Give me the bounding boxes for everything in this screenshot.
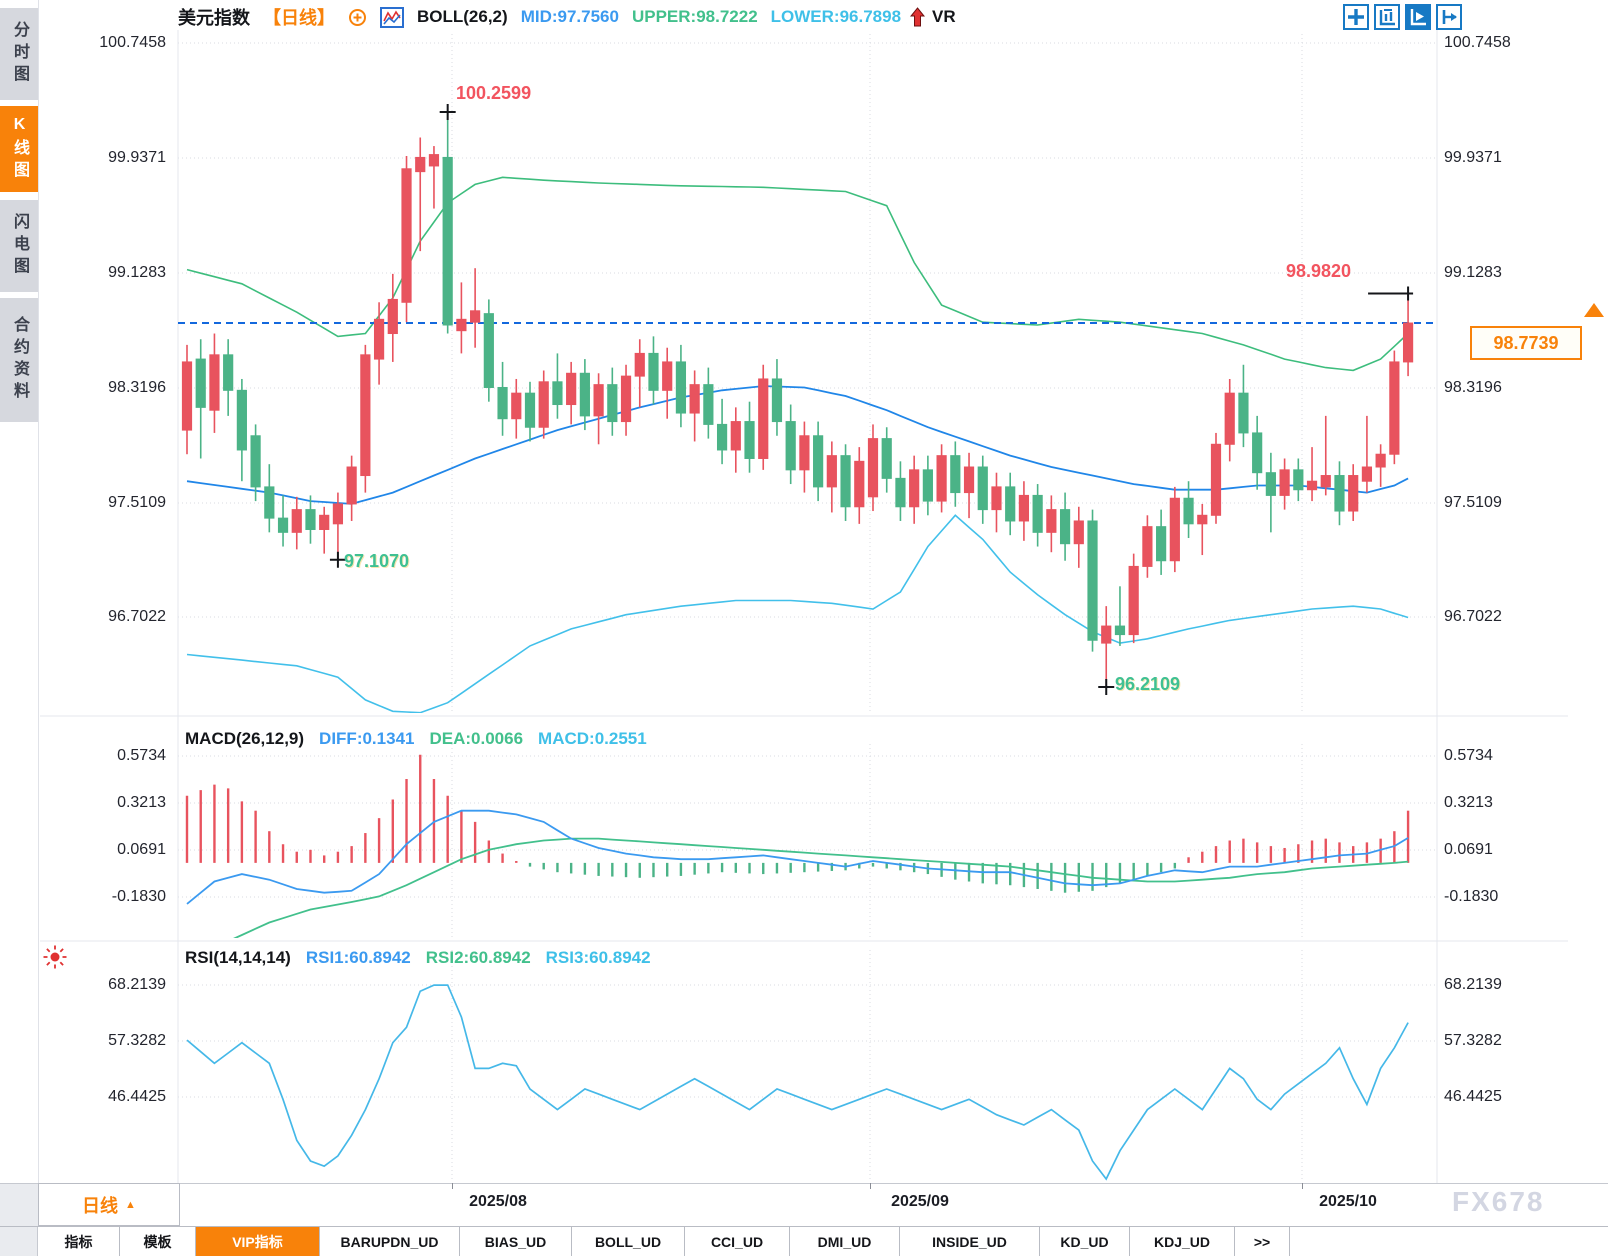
vr-up-arrow-icon — [910, 7, 926, 27]
current-price-value: 98.7739 — [1493, 332, 1559, 353]
price-up-arrow-icon — [1584, 303, 1604, 317]
sidebar-item-label: 分时图 — [11, 21, 28, 87]
rsi-title: RSI(14,14,14) — [185, 948, 291, 967]
tab-bias-ud[interactable]: BIAS_UD — [460, 1227, 572, 1256]
macd-dea-value: DEA:0.0066 — [429, 729, 524, 748]
macd-axis-label: -0.1830 — [111, 888, 166, 905]
tabs-corner — [0, 1227, 38, 1256]
chart-header: 美元指数 【日线】 BOLL(26,2) MID:97.7560 UPPER:9… — [178, 4, 956, 30]
y-axis-label: 96.7022 — [1444, 608, 1502, 625]
macd-axis-label: -0.1830 — [1444, 888, 1499, 905]
tab-inside-ud[interactable]: INSIDE_UD — [900, 1227, 1040, 1256]
sidebar-item-flash-chart[interactable]: 闪电图 — [0, 200, 38, 292]
triangle-up-icon: ▲ — [125, 1198, 136, 1211]
boll-mid-value: MID:97.7560 — [520, 7, 619, 26]
x-axis-tick — [452, 1183, 453, 1189]
y-axis-label: 98.3196 — [1444, 379, 1502, 396]
x-axis-date: 2025/10 — [1319, 1193, 1377, 1210]
sidebar-divider — [38, 0, 39, 1183]
tab-indicators[interactable]: 指标 — [38, 1227, 120, 1256]
boll-upper-value: UPPER:98.7222 — [631, 7, 758, 26]
x-axis-date: 2025/09 — [891, 1193, 949, 1210]
rsi-axis-label: 57.3282 — [1444, 1032, 1502, 1049]
rsi-axis-label: 68.2139 — [1444, 976, 1502, 993]
scale-axes-icon[interactable] — [1374, 4, 1400, 30]
y-axis-label: 99.9371 — [1444, 149, 1502, 166]
macd-axis-label: 0.3213 — [117, 794, 166, 811]
sidebar-item-label: 闪电图 — [11, 213, 28, 279]
tab-templates[interactable]: 模板 — [120, 1227, 196, 1256]
x-axis-date: 2025/08 — [469, 1193, 527, 1210]
macd-macd-value: MACD:0.2551 — [538, 729, 647, 748]
sun-icon[interactable] — [42, 944, 68, 970]
y-axis-label: 100.7458 — [99, 34, 166, 51]
indicator-icon[interactable] — [380, 6, 404, 28]
y-axis-label: 99.9371 — [108, 149, 166, 166]
crosshair-icon[interactable] — [1343, 4, 1369, 30]
rsi1-value: RSI1:60.8942 — [305, 948, 411, 967]
rsi-axis-label: 57.3282 — [108, 1032, 166, 1049]
x-axis-tick — [870, 1183, 871, 1189]
annotation-recent-high: 98.9820 — [1286, 261, 1352, 281]
boll-lower-value: LOWER:96.7898 — [770, 7, 902, 26]
period-selector-button[interactable]: 日线 ▲ — [38, 1183, 180, 1226]
rsi-header: RSI(14,14,14) RSI1:60.8942 RSI2:60.8942 … — [185, 948, 651, 968]
macd-title: MACD(26,12,9) — [185, 729, 305, 748]
period-label: 日线 — [82, 1195, 119, 1216]
y-axis-label: 100.7458 — [1444, 34, 1511, 51]
pan-right-icon[interactable] — [1436, 4, 1462, 30]
tab-dmi-ud[interactable]: DMI_UD — [790, 1227, 900, 1256]
annotation-deep-low: 96.2109 — [1115, 674, 1181, 694]
rsi-axis-label: 46.4425 — [1444, 1088, 1502, 1105]
macd-axis-label: 0.5734 — [1444, 747, 1493, 764]
indicator-tabs-bar: 指标 模板 VIP指标 BARUPDN_UD BIAS_UD BOLL_UD C… — [0, 1226, 1608, 1256]
x-axis-row — [0, 1183, 1608, 1226]
macd-axis-label: 0.3213 — [1444, 794, 1493, 811]
period-tag[interactable]: 【日线】 — [263, 8, 335, 28]
macd-diff-value: DIFF:0.1341 — [319, 729, 415, 748]
sidebar-item-label: K线图 — [11, 115, 28, 183]
x-axis-corner — [0, 1183, 38, 1226]
tab-kd-ud[interactable]: KD_UD — [1040, 1227, 1130, 1256]
rsi2-value: RSI2:60.8942 — [425, 948, 531, 967]
rsi-axis-label: 46.4425 — [108, 1088, 166, 1105]
macd-axis-label: 0.0691 — [117, 841, 166, 858]
playback-axes-icon[interactable] — [1405, 4, 1431, 30]
boll-indicator-label: BOLL(26,2) — [417, 7, 508, 26]
y-axis-label: 98.3196 — [108, 379, 166, 396]
chart-toolbar — [1343, 4, 1462, 30]
vr-indicator-label[interactable]: VR — [932, 7, 956, 26]
tab-barupdn-ud[interactable]: BARUPDN_UD — [320, 1227, 460, 1256]
tab-more[interactable]: >> — [1235, 1227, 1290, 1256]
tab-cci-ud[interactable]: CCI_UD — [685, 1227, 790, 1256]
y-axis-label: 97.5109 — [108, 494, 166, 511]
sidebar-item-contract-info[interactable]: 合约资料 — [0, 298, 38, 422]
macd-header: MACD(26,12,9) DIFF:0.1341 DEA:0.0066 MAC… — [185, 729, 647, 749]
annotation-trough-price: 97.1070 — [344, 551, 410, 571]
sidebar-item-label: 合约资料 — [11, 316, 28, 404]
y-axis-label: 97.5109 — [1444, 494, 1502, 511]
current-price-box: 98.7739 — [1470, 326, 1582, 360]
watermark: FX678 — [1452, 1186, 1545, 1217]
rsi3-value: RSI3:60.8942 — [545, 948, 651, 967]
y-axis-label: 96.7022 — [108, 608, 166, 625]
symbol-name: 美元指数 — [178, 8, 250, 28]
tab-boll-ud[interactable]: BOLL_UD — [572, 1227, 685, 1256]
tab-vip-indicators[interactable]: VIP指标 — [196, 1227, 320, 1256]
rsi-axis-label: 68.2139 — [108, 976, 166, 993]
macd-axis-label: 0.5734 — [117, 747, 166, 764]
sidebar-item-kline-chart[interactable]: K线图 — [0, 106, 38, 192]
sidebar-item-intraday-chart[interactable]: 分时图 — [0, 8, 38, 100]
macd-axis-label: 0.0691 — [1444, 841, 1493, 858]
x-axis-tick — [1302, 1183, 1303, 1189]
y-axis-label: 99.1283 — [108, 264, 166, 281]
y-axis-label: 99.1283 — [1444, 264, 1502, 281]
add-indicator-icon[interactable] — [348, 8, 367, 27]
tab-kdj-ud[interactable]: KDJ_UD — [1130, 1227, 1235, 1256]
annotation-peak-price: 100.2599 — [456, 83, 532, 103]
